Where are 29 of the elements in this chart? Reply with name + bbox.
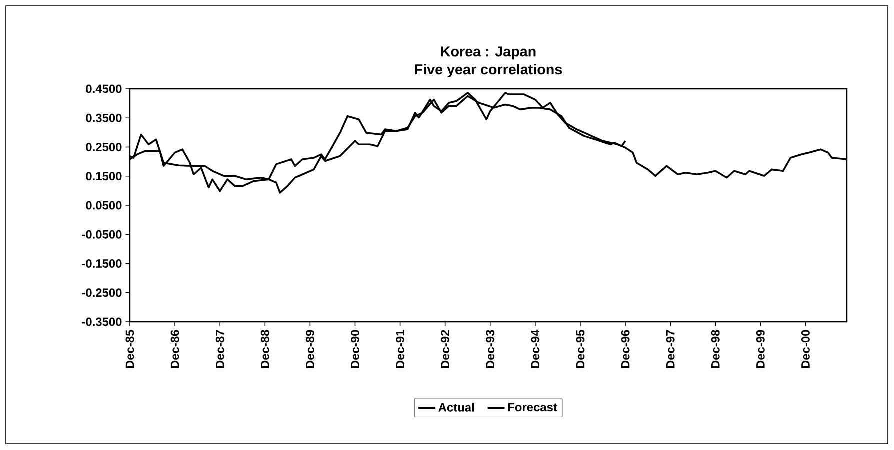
x-tick-label: Dec-87 <box>216 330 224 368</box>
x-tick-label: Dec-97 <box>666 330 675 368</box>
y-tick-label: 0.3500 <box>86 114 122 122</box>
x-tick-label: Dec-93 <box>486 330 495 368</box>
legend-label: Forecast <box>508 403 558 412</box>
legend-label: Actual <box>438 403 474 412</box>
x-tick-label: Dec-86 <box>170 330 180 368</box>
x-tick-label: Dec-95 <box>576 330 585 368</box>
x-tick-label: Dec-89 <box>306 330 314 368</box>
y-tick-label: 0.2500 <box>86 143 122 152</box>
x-tick-label: Dec-90 <box>351 330 360 368</box>
y-tick-label: 0.1500 <box>86 172 122 181</box>
x-tick-label: Dec-91 <box>396 330 405 368</box>
chart-subtitle: Five year correlations <box>415 64 562 78</box>
x-tick-label: Dec-92 <box>441 330 450 368</box>
chart-title: Korea : Japan <box>441 46 536 60</box>
x-tick-label: Dec-94 <box>531 330 540 368</box>
x-tick-label: Dec-85 <box>126 330 134 368</box>
x-tick-label: Dec-98 <box>711 330 720 368</box>
y-tick-label: -0.2500 <box>82 288 122 298</box>
y-tick-label: 0.0500 <box>86 201 122 210</box>
y-tick-label: -0.1500 <box>82 260 122 268</box>
y-tick-label: -0.3500 <box>82 318 122 326</box>
x-tick-label: Dec-99 <box>756 330 765 368</box>
x-tick-label: Dec-00 <box>801 330 810 368</box>
y-tick-label: -0.0500 <box>82 230 122 239</box>
x-tick-label: Dec-88 <box>260 330 270 368</box>
x-tick-label: Dec-96 <box>621 330 630 368</box>
y-tick-label: 0.4500 <box>86 84 122 94</box>
